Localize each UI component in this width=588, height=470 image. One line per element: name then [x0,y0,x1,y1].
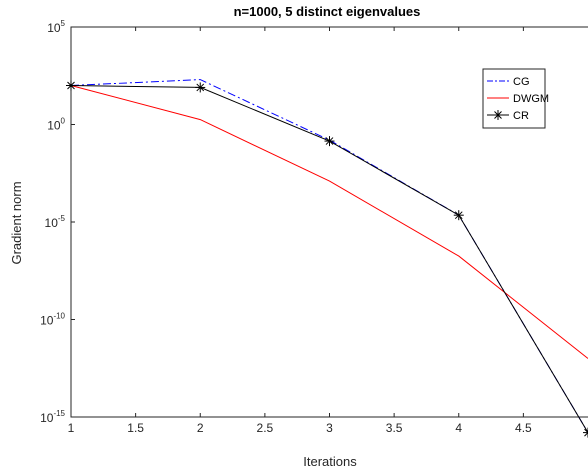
legend: CG DWGM CR [482,68,549,129]
x-tick-label: 3 [326,421,333,435]
series-point-cr [324,136,335,147]
legend-label: CG [513,76,530,88]
series-line-cg [70,79,588,433]
plot-area [66,79,588,438]
x-tick-label: 1 [68,421,75,435]
legend-label: CR [513,110,529,122]
x-tick-label: 1.5 [127,421,144,435]
y-tick-label: 10-15 [40,409,65,425]
y-tick-label: 10-10 [40,312,65,328]
legend-label: DWGM [513,93,549,105]
x-tick-label: 3.5 [386,421,403,435]
chart-title: n=1000, 5 distinct eigenvalues [234,4,421,19]
legend-marker-cr [494,110,502,120]
series-line-dwgm [70,85,588,359]
y-tick-label: 100 [47,117,65,133]
series-point-cr [195,82,206,93]
axes: 1 1.5 2 2.5 3 3.5 4 4.5 105 100 10-5 10-10 10-15 [40,19,588,435]
series-point-cr [583,427,588,438]
x-tick-label: 2 [197,421,204,435]
y-axis-label: Gradient norm [9,181,24,264]
series-point-cr [453,210,464,221]
x-axis-label: Iterations [303,454,357,469]
x-tick-label: 4.5 [515,421,532,435]
series-point-cr [66,80,76,91]
x-tick-label: 4 [455,421,462,435]
x-tick-label: 2.5 [257,421,274,435]
y-tick-label: 105 [47,19,65,35]
y-tick-label: 10-5 [45,214,66,230]
